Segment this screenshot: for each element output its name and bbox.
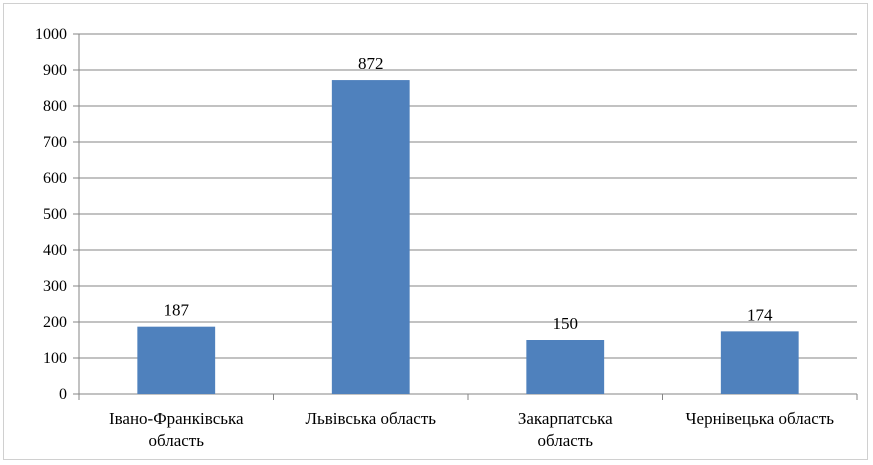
y-tick-label: 500 — [43, 206, 67, 223]
y-tick-label: 300 — [43, 278, 67, 295]
data-label: 150 — [553, 314, 579, 333]
x-category-label: Івано-Франківська — [109, 409, 244, 428]
bar — [137, 326, 216, 394]
y-tick-label: 100 — [43, 350, 67, 367]
x-category-label: Закарпатська — [518, 409, 613, 428]
y-tick-label: 0 — [59, 386, 67, 403]
data-label: 872 — [358, 54, 384, 73]
data-label: 187 — [164, 301, 190, 320]
x-category-label: Львівська область — [305, 409, 436, 428]
bar — [720, 331, 799, 394]
y-tick-label: 200 — [43, 314, 67, 331]
data-label: 174 — [747, 305, 773, 324]
bar — [331, 80, 410, 394]
y-tick-label: 1000 — [35, 26, 67, 43]
bar — [526, 340, 605, 394]
x-category-label: область — [538, 431, 594, 450]
y-tick-label: 400 — [43, 242, 67, 259]
y-tick-label: 900 — [43, 62, 67, 79]
y-tick-label: 600 — [43, 170, 67, 187]
x-category-label: область — [149, 431, 205, 450]
x-category-label: Чернівецька область — [685, 409, 834, 428]
y-tick-label: 700 — [43, 134, 67, 151]
y-tick-label: 800 — [43, 98, 67, 115]
